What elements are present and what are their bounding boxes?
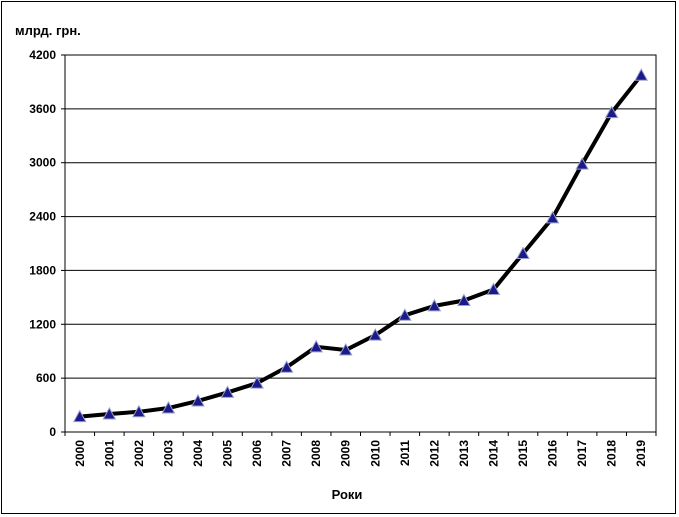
y-axis-title: млрд. грн. — [15, 23, 81, 38]
x-tick-label: 2011 — [398, 440, 412, 466]
x-tick-label: 2019 — [634, 440, 648, 467]
plot-area-border — [65, 55, 656, 432]
y-tick-label: 1200 — [29, 317, 56, 331]
x-tick-label: 2001 — [102, 440, 116, 467]
x-tick-label: 2006 — [250, 440, 264, 467]
y-tick-label: 0 — [49, 425, 56, 439]
x-tick-label: 2014 — [486, 440, 500, 467]
x-tick-labels: 2000 2001 2002 2003 2004 2005 2006 2007 2008 2009… — [65, 432, 656, 467]
x-tick-label: 2007 — [280, 440, 294, 467]
x-tick-label: 2015 — [516, 440, 530, 467]
x-tick-label: 2016 — [546, 440, 560, 467]
x-tick-label: 2017 — [575, 440, 589, 467]
x-tick-label: 2004 — [191, 440, 205, 467]
x-tick-label: 2000 — [73, 440, 87, 467]
x-axis-title: Роки — [332, 487, 363, 502]
y-tick-label: 600 — [36, 371, 56, 385]
y-tick-label: 4200 — [29, 48, 56, 62]
y-tick-label: 3000 — [29, 156, 56, 170]
x-tick-label: 2013 — [457, 440, 471, 467]
y-tick-labels: 0 600 1200 1800 2400 3000 3600 4200 — [29, 48, 56, 439]
y-tick-label: 3600 — [29, 102, 56, 116]
y-tick-label: 1800 — [29, 263, 56, 277]
series-line — [80, 75, 641, 416]
series-group — [74, 69, 647, 421]
x-tick-label: 2010 — [368, 440, 382, 467]
gridlines — [61, 55, 656, 432]
x-tick-label: 2018 — [605, 440, 619, 467]
x-tick-label: 2009 — [339, 440, 353, 467]
y-tick-label: 2400 — [29, 210, 56, 224]
x-tick-label: 2012 — [427, 440, 441, 467]
x-tick-label: 2003 — [161, 440, 175, 467]
x-tick-label: 2008 — [309, 440, 323, 467]
x-tick-label: 2002 — [132, 440, 146, 467]
data-point-2019 — [635, 69, 647, 80]
x-tick-label: 2005 — [221, 440, 235, 467]
